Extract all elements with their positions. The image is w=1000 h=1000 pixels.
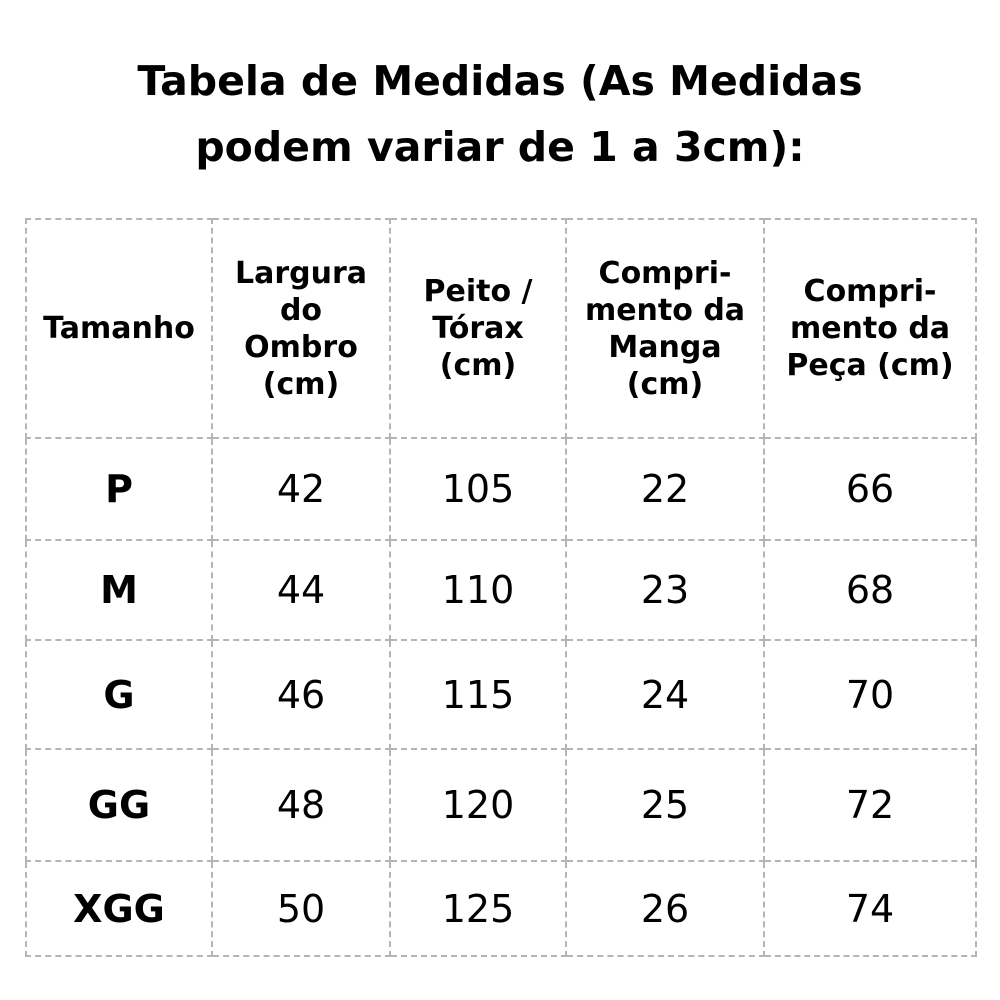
value-cell: 42: [211, 437, 391, 541]
column-header: Compri-mento da Peça (cm): [763, 218, 977, 439]
value-cell: 46: [211, 639, 391, 750]
header-row: Tamanho Largura do Ombro (cm) Peito / Tórax (cm…: [25, 218, 977, 439]
value-cell: 66: [763, 437, 977, 541]
header-line: Ombro: [244, 329, 358, 365]
size-cell: XGG: [25, 860, 213, 957]
value-cell: 24: [565, 639, 765, 750]
size-cell: M: [25, 539, 213, 641]
title-line: podem variar de 1 a 3cm):: [195, 123, 805, 171]
size-cell: P: [25, 437, 213, 541]
header-line: Manga: [608, 329, 722, 365]
header-line: (cm): [626, 366, 704, 402]
header-line: do: [279, 292, 323, 328]
value-cell: 44: [211, 539, 391, 641]
value-cell: 125: [389, 860, 567, 957]
size-cell: GG: [25, 748, 213, 862]
value-cell: 105: [389, 437, 567, 541]
header-line: mento da: [789, 311, 951, 346]
value-cell: 72: [763, 748, 977, 862]
header-line: Compri-: [803, 274, 937, 309]
header-line: Tamanho: [43, 311, 195, 346]
table-row: G 46 115 24 70: [25, 639, 977, 750]
size-table: Tamanho Largura do Ombro (cm) Peito / Tórax (cm…: [25, 218, 977, 957]
header-line: Peito /: [423, 274, 533, 309]
value-cell: 26: [565, 860, 765, 957]
page-title: Tabela de Medidas (As Medidas podem vari…: [0, 48, 1000, 180]
column-header: Compri-mento da Manga (cm): [565, 218, 765, 439]
header-line: (cm): [439, 348, 517, 383]
header-line: Largura: [234, 255, 368, 291]
value-cell: 115: [389, 639, 567, 750]
value-cell: 23: [565, 539, 765, 641]
column-header: Largura do Ombro (cm): [211, 218, 391, 439]
table-row: XGG 50 125 26 74: [25, 860, 977, 957]
header-line: (cm): [262, 366, 340, 402]
column-header: Peito / Tórax (cm): [389, 218, 567, 439]
value-cell: 22: [565, 437, 765, 541]
header-line: Peça (cm): [786, 348, 954, 383]
value-cell: 25: [565, 748, 765, 862]
value-cell: 48: [211, 748, 391, 862]
value-cell: 68: [763, 539, 977, 641]
header-line: mento da: [584, 292, 746, 328]
table-row: M 44 110 23 68: [25, 539, 977, 641]
title-line: Tabela de Medidas (As Medidas: [137, 57, 863, 105]
column-header: Tamanho: [25, 218, 213, 439]
table-row: P 42 105 22 66: [25, 437, 977, 541]
value-cell: 110: [389, 539, 567, 641]
value-cell: 70: [763, 639, 977, 750]
value-cell: 74: [763, 860, 977, 957]
value-cell: 120: [389, 748, 567, 862]
size-cell: G: [25, 639, 213, 750]
header-line: Tórax: [432, 311, 524, 346]
header-line: Compri-: [598, 255, 732, 291]
value-cell: 50: [211, 860, 391, 957]
table-row: GG 48 120 25 72: [25, 748, 977, 862]
